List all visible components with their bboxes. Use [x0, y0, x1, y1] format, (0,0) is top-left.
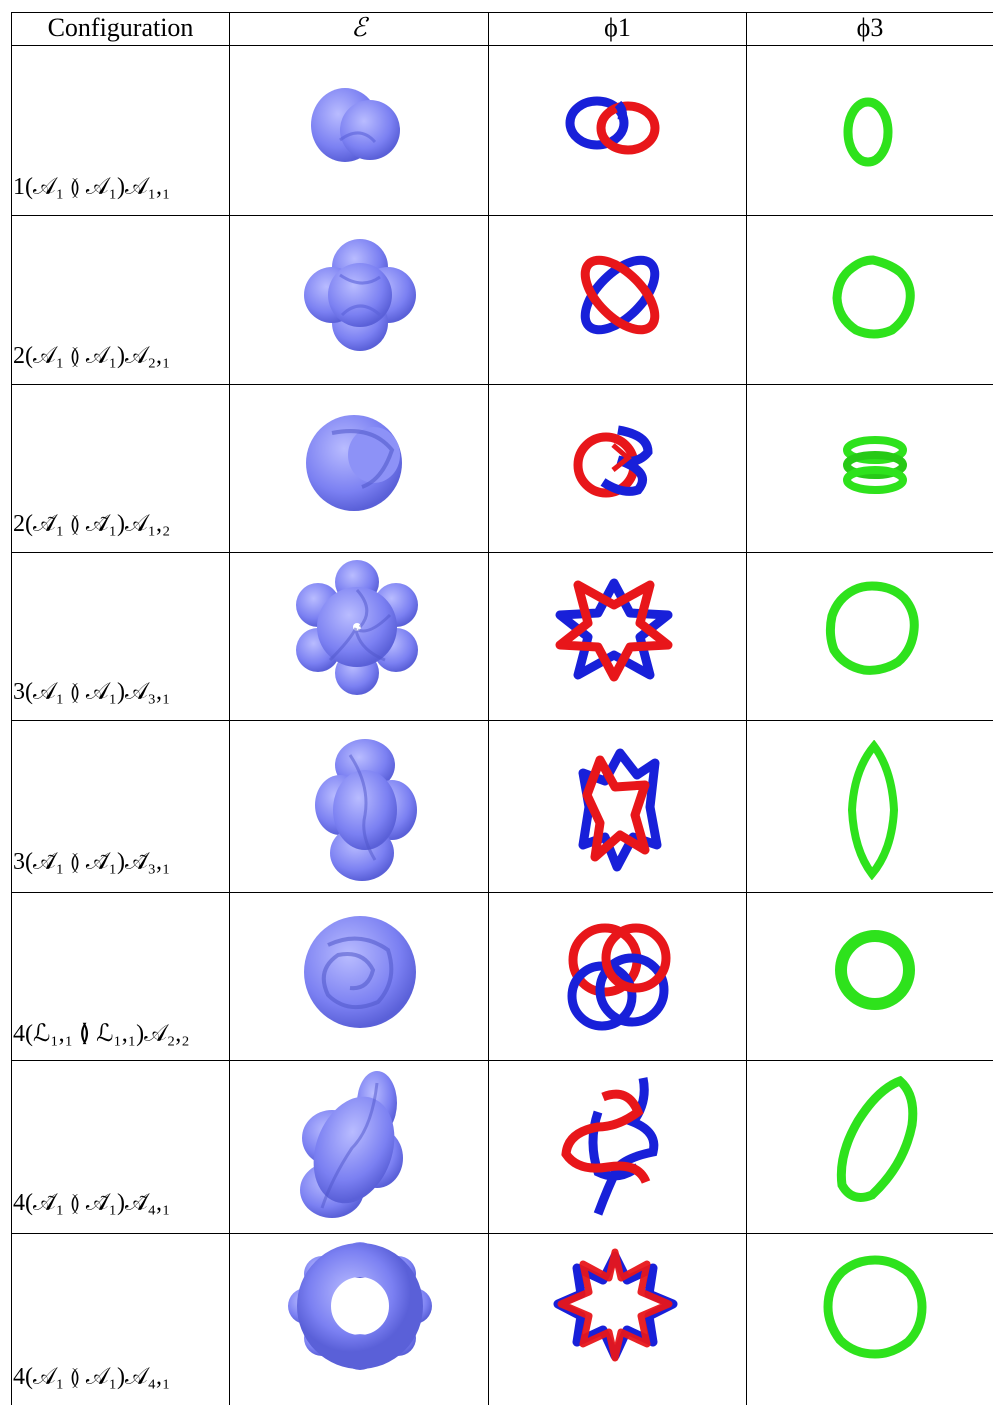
phi3-ring-image: [832, 1075, 922, 1205]
header-phi1: ϕ1: [604, 13, 631, 42]
grid-row-3: [11, 552, 993, 553]
energy-density-image: [300, 235, 420, 355]
phi3-ring-image: [820, 1252, 930, 1362]
phi1-loops-image: [575, 745, 665, 875]
energy-density-image: [292, 1068, 412, 1223]
phi3-ring-image: [830, 925, 920, 1015]
phi1-loops-image: [560, 918, 675, 1033]
phi3-ring-image: [828, 252, 918, 342]
phi1-loops-image: [570, 245, 670, 345]
phi1-loops-image: [568, 410, 668, 510]
row-label: 3(𝒜̃₁ ≬ 𝒜̃₁)𝒜̃₃,₁: [13, 849, 171, 875]
phi1-loops-image: [558, 1072, 673, 1222]
grid-row-4: [11, 720, 993, 721]
row-label: 4(ℒ₁,₁ ≬ ℒ₁,₁)𝒜₂,₂: [13, 1021, 190, 1047]
phi1-loops-image: [552, 575, 677, 685]
phi3-ring-image: [838, 92, 898, 172]
row-label: 2(𝒜₁ ≬ 𝒜₁)𝒜₂,₁: [13, 343, 171, 369]
grid-row-6: [11, 1060, 993, 1061]
grid-col-2: [488, 12, 489, 1405]
grid-col-3: [746, 12, 747, 1405]
grid-col-0: [11, 12, 12, 1405]
energy-density-image: [298, 910, 423, 1035]
energy-density-image: [310, 735, 420, 885]
grid-top: [11, 12, 993, 13]
energy-density-image: [302, 405, 412, 515]
energy-density-image: [290, 560, 425, 695]
grid-header-bottom: [11, 45, 993, 46]
phi1-loops-image: [560, 90, 670, 160]
row-label: 4(𝒜₁ ≬ 𝒜₁)𝒜₄,₁: [13, 1364, 171, 1390]
row-label: 1(𝒜₁ ≬ 𝒜₁)𝒜₁,₁: [13, 174, 171, 200]
row-label: 3(𝒜₁ ≬ 𝒜₁)𝒜₃,₁: [13, 679, 171, 705]
phi3-ring-image: [842, 740, 902, 880]
header-energy: ℰ: [351, 13, 367, 42]
energy-density-image: [300, 70, 410, 180]
row-label: 2(𝒜̃₁ ≬ 𝒜̃₁)𝒜₁,₂: [13, 511, 171, 537]
header-configuration: Configuration: [47, 13, 194, 42]
phi1-loops-image: [553, 1248, 678, 1363]
header-phi3: ϕ3: [856, 13, 884, 42]
energy-density-image: [288, 1240, 433, 1370]
grid-row-5: [11, 892, 993, 893]
grid-row-2: [11, 384, 993, 385]
grid-row-7: [11, 1233, 993, 1234]
grid-col-1: [229, 12, 230, 1405]
grid-row-1: [11, 215, 993, 216]
phi3-ring-image: [822, 578, 922, 678]
phi3-ring-image: [840, 435, 910, 495]
row-label: 4(𝒜̃₁ ≬ 𝒜̃₁)𝒜̃₄,₁: [13, 1190, 171, 1216]
